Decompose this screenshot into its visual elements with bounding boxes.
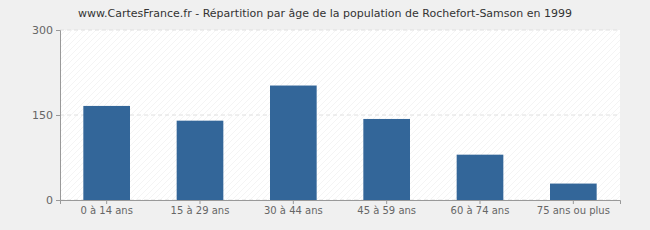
x-tick: 30 à 44 ans [264,200,323,216]
y-tick-mark [56,30,60,31]
x-axis: 0 à 14 ans 15 à 29 ans 30 à 44 ans 45 à 59 … [61,200,621,216]
x-tick: 60 à 74 ans [451,200,510,216]
background [0,0,650,230]
grid [60,30,620,200]
x-tick-mark [573,200,574,204]
x-tick-label: 60 à 74 ans [451,205,510,216]
y-tick-label: 300 [32,24,53,37]
grid-line [60,115,620,116]
x-tick: 0 à 14 ans [80,200,132,216]
y-tick-mark [56,200,60,201]
y-tick: 300 [32,24,60,37]
bar [177,121,224,200]
y-tick-label: 0 [46,194,53,207]
chart: www.CartesFrance.fr - Répartition par âg… [0,0,650,230]
bar [83,106,130,200]
y-tick-label: 150 [32,109,53,122]
bar [457,155,504,200]
x-tick-label: 0 à 14 ans [80,205,132,216]
y-tick-mark [56,115,60,116]
x-tick-mark [106,200,107,204]
x-axis-line [61,201,621,205]
x-tick-mark [386,200,387,204]
bar [363,119,410,200]
bars [83,86,596,200]
y-axis-line [56,31,61,201]
x-tick-label: 45 à 59 ans [357,205,416,216]
x-tick-label: 30 à 44 ans [264,205,323,216]
x-tick-mark [293,200,294,204]
y-axis: 0 150 300 [32,24,61,207]
x-tick-label: 15 à 29 ans [171,205,230,216]
x-tick-label: 75 ans ou plus [537,205,610,216]
grid-line [60,30,620,31]
x-tick-mark [480,200,481,204]
y-tick: 0 [46,194,60,207]
bar [270,86,317,200]
bar [550,184,597,200]
title: www.CartesFrance.fr - Répartition par âg… [78,7,572,20]
x-tick: 15 à 29 ans [171,200,230,216]
x-tick: 75 ans ou plus [537,200,610,216]
y-tick: 150 [32,109,60,122]
plot: 0 150 300 0 à 14 ans 15 à 29 ans 30 à 44 ans 4… [32,24,621,216]
x-tick-mark [200,200,201,204]
plot-area [60,30,620,200]
x-tick: 45 à 59 ans [357,200,416,216]
